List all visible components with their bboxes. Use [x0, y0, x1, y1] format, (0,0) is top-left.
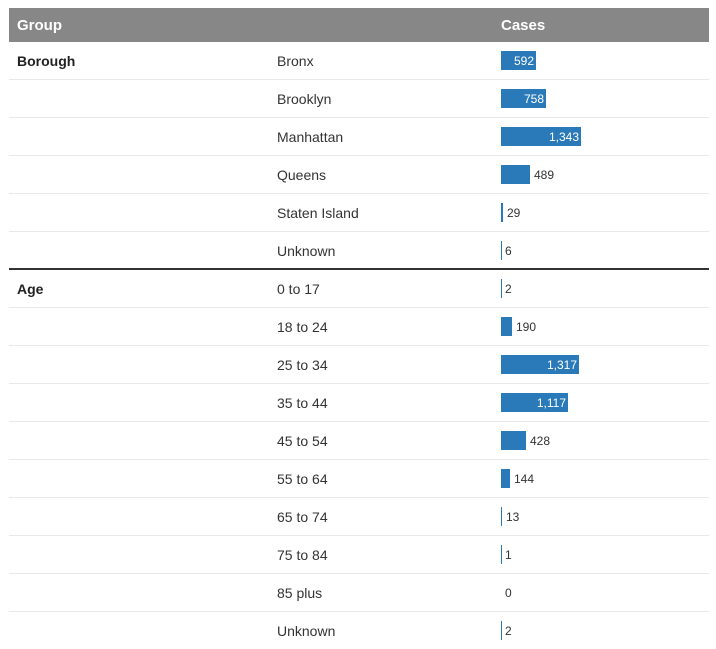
bar — [501, 279, 502, 298]
cases-table: Group Cases Borough Bronx 592 Brooklyn 758 Ma… — [9, 8, 709, 649]
value-label: 13 — [506, 510, 520, 524]
bar-cell: 144 — [501, 469, 701, 488]
category-label: 35 to 44 — [277, 395, 328, 411]
category-label: 55 to 64 — [277, 471, 328, 487]
bar — [501, 621, 502, 640]
value-label: 2 — [505, 624, 512, 638]
table-row: Age 0 to 17 2 — [9, 270, 709, 308]
bar — [501, 317, 512, 336]
category-label: Bronx — [277, 53, 314, 69]
header-group: Group — [17, 17, 62, 34]
value-label: 6 — [505, 244, 512, 258]
category-label: Staten Island — [277, 205, 359, 221]
category-label: 65 to 74 — [277, 509, 328, 525]
category-label: Unknown — [277, 243, 336, 259]
table-row: 85 plus 0 — [9, 574, 709, 612]
category-label: Manhattan — [277, 129, 344, 145]
category-label: 85 plus — [277, 585, 323, 601]
group-label: Borough — [17, 53, 76, 69]
bar — [501, 241, 502, 260]
bar-cell: 1,117 — [501, 393, 701, 412]
bar — [501, 203, 503, 222]
bar — [501, 165, 530, 184]
bar-cell: 2 — [501, 279, 701, 298]
category-label: 75 to 84 — [277, 547, 328, 563]
bar-cell: 1,343 — [501, 127, 701, 146]
bar-cell: 428 — [501, 431, 701, 450]
bar — [501, 545, 502, 564]
bar-cell: 592 — [501, 51, 701, 70]
bar — [501, 507, 502, 526]
bar-cell: 1 — [501, 545, 701, 564]
bar-cell: 2 — [501, 621, 701, 640]
bar-cell: 758 — [501, 89, 701, 108]
bar-cell: 190 — [501, 317, 701, 336]
value-label: 1,343 — [548, 130, 579, 144]
table-row: Staten Island 29 — [9, 194, 709, 232]
bar-cell: 6 — [501, 241, 701, 260]
table-row: Queens 489 — [9, 156, 709, 194]
bar — [501, 127, 581, 146]
value-label: 428 — [530, 434, 551, 448]
table-row: Unknown 2 — [9, 612, 709, 649]
table-row: 18 to 24 190 — [9, 308, 709, 346]
bar-cell: 29 — [501, 203, 701, 222]
value-label: 29 — [507, 206, 521, 220]
bar — [501, 51, 536, 70]
bar — [501, 89, 546, 108]
value-label: 1,317 — [546, 358, 577, 372]
group-label: Age — [17, 281, 44, 297]
value-label: 758 — [523, 92, 544, 106]
table-row: Manhattan 1,343 — [9, 118, 709, 156]
value-label: 592 — [513, 54, 534, 68]
table-row: 45 to 54 428 — [9, 422, 709, 460]
value-label: 1,117 — [536, 396, 566, 410]
category-label: 0 to 17 — [277, 281, 320, 297]
category-label: Brooklyn — [277, 91, 332, 107]
category-label: 18 to 24 — [277, 319, 328, 335]
bar — [501, 393, 568, 412]
table-row: 75 to 84 1 — [9, 536, 709, 574]
category-label: 25 to 34 — [277, 357, 328, 373]
value-label: 489 — [534, 168, 555, 182]
table-row: 65 to 74 13 — [9, 498, 709, 536]
bar — [501, 469, 510, 488]
bar-cell: 1,317 — [501, 355, 701, 374]
table-row: 35 to 44 1,117 — [9, 384, 709, 422]
table-header: Group Cases — [9, 8, 709, 42]
value-label: 1 — [505, 548, 512, 562]
category-label: Queens — [277, 167, 327, 183]
table-row: 25 to 34 1,317 — [9, 346, 709, 384]
bar-cell: 0 — [501, 583, 701, 602]
table-row: 55 to 64 144 — [9, 460, 709, 498]
value-label: 190 — [516, 320, 537, 334]
table-row: Unknown 6 — [9, 232, 709, 270]
bar — [501, 431, 526, 450]
value-label: 0 — [505, 586, 512, 600]
header-cases: Cases — [501, 17, 546, 34]
value-label: 2 — [505, 282, 512, 296]
bar — [501, 355, 579, 374]
value-label: 144 — [514, 472, 535, 486]
bar-cell: 489 — [501, 165, 701, 184]
table-row: Brooklyn 758 — [9, 80, 709, 118]
category-label: Unknown — [277, 623, 336, 639]
table-row: Borough Bronx 592 — [9, 42, 709, 80]
table-body: Borough Bronx 592 Brooklyn 758 Manhattan 1,343… — [9, 42, 709, 649]
bar-cell: 13 — [501, 507, 701, 526]
category-label: 45 to 54 — [277, 433, 328, 449]
